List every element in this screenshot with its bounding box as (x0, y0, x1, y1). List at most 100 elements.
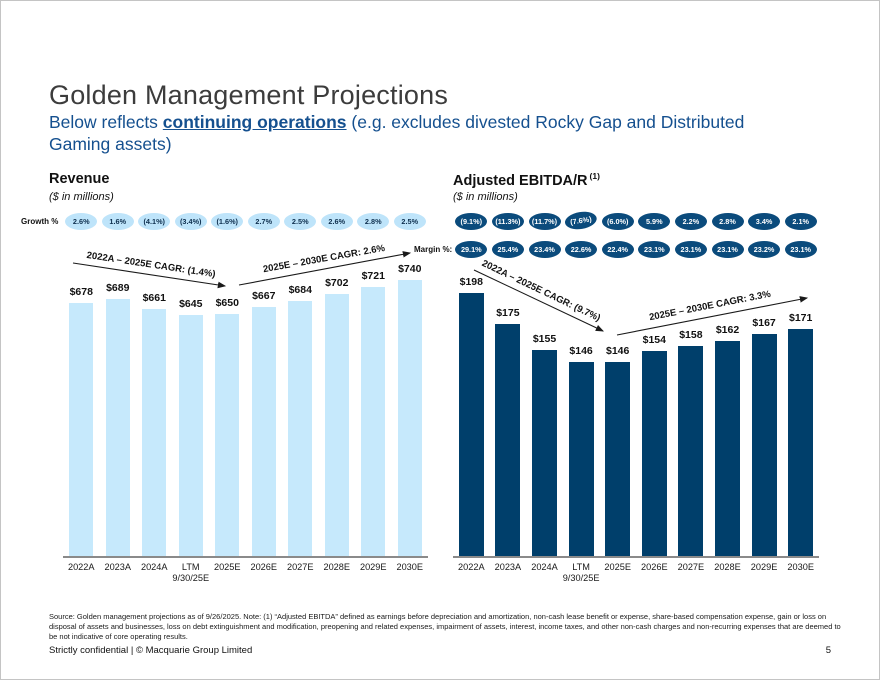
source-note: Source: Golden management projections as… (49, 612, 841, 642)
x-axis-label: 2027E (677, 562, 705, 572)
bar (788, 329, 814, 556)
growth-badge: 2.6% (65, 213, 98, 230)
growth-badge: (6.0%) (601, 213, 634, 230)
bar (605, 362, 631, 556)
growth-badge: (4.1%) (138, 213, 171, 230)
x-axis-line (63, 556, 428, 558)
growth-badge: 3.4% (748, 213, 781, 230)
subtitle-prefix: Below reflects (49, 112, 163, 132)
bar-value-label: $661 (142, 292, 166, 304)
x-axis-label: 2028E (714, 562, 741, 572)
growth-badge: (11.7%) (528, 213, 561, 230)
revenue-chart-title: Revenue (49, 171, 110, 187)
ebitda-chart-title: Adjusted EBITDA/R (1) (453, 171, 600, 189)
margin-badge: 23.1% (784, 241, 817, 258)
bar (142, 309, 167, 556)
bar-value-label: $645 (179, 298, 203, 310)
margin-badge: 23.1% (638, 241, 671, 258)
bar (495, 324, 521, 556)
x-axis-label: 2030E (787, 562, 814, 572)
subtitle-suffix: (e.g. excludes divested Rocky Gap and Di… (49, 112, 745, 154)
x-axis-label: 2026E (250, 562, 278, 572)
bar (215, 314, 240, 556)
bar (678, 346, 704, 556)
growth-badge: 2.5% (284, 213, 317, 230)
x-axis-label: LTM 9/30/25E (562, 562, 600, 583)
growth-badge: (1.6%) (211, 213, 244, 230)
margin-badge: 23.1% (711, 241, 744, 258)
bar (69, 303, 94, 556)
growth-badge: 5.9% (638, 213, 671, 230)
x-axis-label: 2029E (359, 562, 387, 572)
bar (105, 299, 130, 556)
bar-value-label: $198 (459, 276, 483, 288)
x-axis-label: 2024A (140, 562, 168, 572)
bar (361, 287, 386, 556)
bar (568, 362, 594, 556)
growth-badge: 2.1% (784, 213, 817, 230)
growth-row-label: Growth % (21, 217, 59, 226)
bar-value-label: $146 (569, 345, 593, 357)
bar (324, 294, 349, 556)
x-axis-label: 2027E (286, 562, 314, 572)
revenue-chart-units: ($ in millions) (49, 191, 114, 203)
ebitda-chart-units: ($ in millions) (453, 191, 518, 203)
growth-badge: 2.7% (247, 213, 280, 230)
x-axis-label: 2030E (396, 562, 424, 572)
bar-value-label: $667 (252, 290, 276, 302)
bar (251, 307, 276, 556)
margin-badge: 23.1% (674, 241, 707, 258)
growth-badge: 1.6% (101, 213, 134, 230)
bar (178, 315, 203, 556)
bar (641, 351, 667, 556)
growth-badge: 2.6% (320, 213, 353, 230)
bar-value-label: $175 (496, 307, 520, 319)
growth-badge: (9.1%) (455, 213, 488, 230)
bar-value-label: $678 (69, 286, 93, 298)
x-axis-label: 2025E (604, 562, 631, 572)
growth-badge: (11.3%) (491, 213, 524, 230)
growth-badge: (3.4%) (174, 213, 207, 230)
margin-badge: 23.2% (748, 241, 781, 258)
bar-value-label: $650 (215, 297, 239, 309)
x-axis-label: 2025E (213, 562, 241, 572)
bar (715, 341, 740, 556)
growth-badge: 2.2% (674, 213, 707, 230)
x-axis-label: 2026E (641, 562, 668, 572)
growth-badge: 2.8% (357, 213, 390, 230)
bar (288, 301, 313, 556)
bar (458, 293, 484, 556)
x-axis-label: 2024A (531, 562, 558, 572)
margin-row-label: Margin %: (414, 245, 453, 254)
margin-badge: 29.1% (455, 241, 488, 258)
bar-value-label: $684 (288, 284, 312, 296)
bar-value-label: $146 (606, 345, 630, 357)
bar (397, 280, 422, 556)
subtitle-emphasis: continuing operations (162, 112, 347, 132)
x-axis-label: LTM 9/30/25E (172, 562, 210, 583)
page-subtitle: Below reflects continuing operations (e.… (49, 112, 797, 155)
growth-badge: 2.8% (711, 213, 744, 230)
margin-badge: 23.4% (528, 241, 561, 258)
x-axis-label: 2029E (750, 562, 778, 572)
page-number: 5 (825, 645, 831, 656)
footnote-marker: (1) (589, 171, 600, 181)
growth-badge: (7.6%) (563, 209, 599, 232)
page-title: Golden Management Projections (49, 80, 449, 110)
margin-badge: 22.4% (601, 241, 634, 258)
confidentiality-footer: Strictly confidential | © Macquarie Grou… (49, 645, 253, 656)
bar-value-label: $740 (398, 263, 422, 275)
bar-value-label: $154 (642, 334, 666, 346)
x-axis-line (453, 556, 819, 558)
x-axis-label: 2028E (323, 562, 351, 572)
margin-badge: 25.4% (491, 241, 524, 258)
x-axis-label: 2022A (67, 562, 95, 572)
x-axis-label: 2023A (494, 562, 522, 572)
bar-value-label: $171 (789, 312, 813, 324)
x-axis-label: 2022A (458, 562, 485, 572)
margin-badge: 22.6% (565, 241, 598, 258)
x-axis-label: 2023A (104, 562, 132, 572)
cagr-annotation: 2022A – 2025E CAGR: (1.4%) (85, 249, 217, 281)
bar-value-label: $155 (532, 333, 557, 345)
